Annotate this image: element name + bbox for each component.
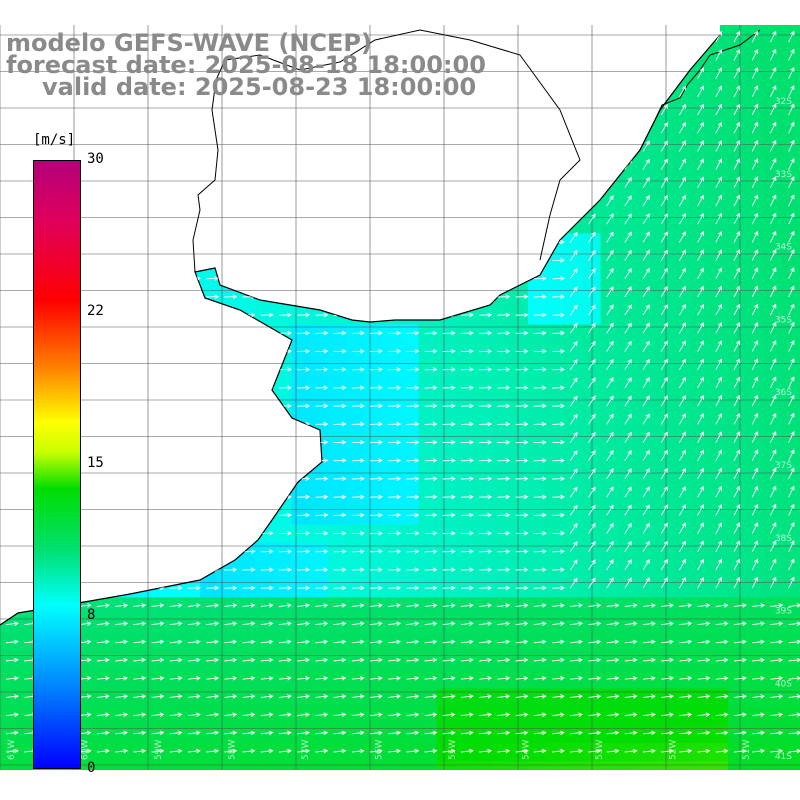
latitude-labels: 32S 33S 34S 35S 36S 37S 38S 39S 40S 41S	[775, 97, 792, 762]
colorbar-tick-0: 0	[87, 760, 96, 776]
colorbar	[33, 160, 81, 769]
colorbar-tick-15: 15	[87, 455, 104, 471]
colorbar-tick-30: 30	[87, 151, 104, 167]
lagoon-outline	[639, 29, 761, 151]
latitude-label: 40S	[775, 679, 792, 689]
longitude-label: 54W	[522, 740, 532, 760]
longitude-label: 52W	[669, 740, 679, 760]
latitude-label: 35S	[775, 315, 792, 325]
valid-date: valid date: 2025-08-23 18:00:00	[42, 73, 477, 101]
map-title: modelo GEFS-WAVE (NCEP)	[6, 29, 372, 57]
latitude-label: 33S	[775, 170, 792, 180]
uruguay-brazil-border	[259, 29, 581, 261]
longitude-label: 51W	[742, 740, 752, 760]
longitude-label: 58W	[228, 740, 238, 760]
colorbar-tick-22: 22	[87, 303, 104, 319]
longitude-label: 56W	[375, 740, 385, 760]
longitude-labels: 61W 60W 59W 58W 57W 56W 55W 54W 53W 52W 51W	[7, 740, 752, 760]
forecast-date: forecast date: 2025-08-18 18:00:00	[6, 51, 486, 79]
latitude-label: 38S	[775, 534, 792, 544]
river-uruguay-border	[192, 54, 261, 273]
latitude-label: 37S	[775, 461, 792, 471]
longitude-label: 61W	[7, 740, 17, 760]
latitude-label: 36S	[775, 388, 792, 398]
longitude-label: 59W	[154, 740, 164, 760]
colorbar-unit: [m/s]	[33, 132, 76, 148]
coastline	[0, 34, 721, 626]
latitude-label: 39S	[775, 607, 792, 617]
longitude-label: 55W	[448, 740, 458, 760]
longitude-label: 60W	[81, 740, 91, 760]
grid-lines	[0, 25, 800, 770]
latitude-label: 41S	[775, 752, 792, 762]
latitude-label: 34S	[775, 243, 792, 253]
longitude-label: 53W	[595, 740, 605, 760]
colorbar-tick-8: 8	[87, 607, 96, 623]
longitude-label: 57W	[301, 740, 311, 760]
latitude-label: 32S	[775, 97, 792, 107]
